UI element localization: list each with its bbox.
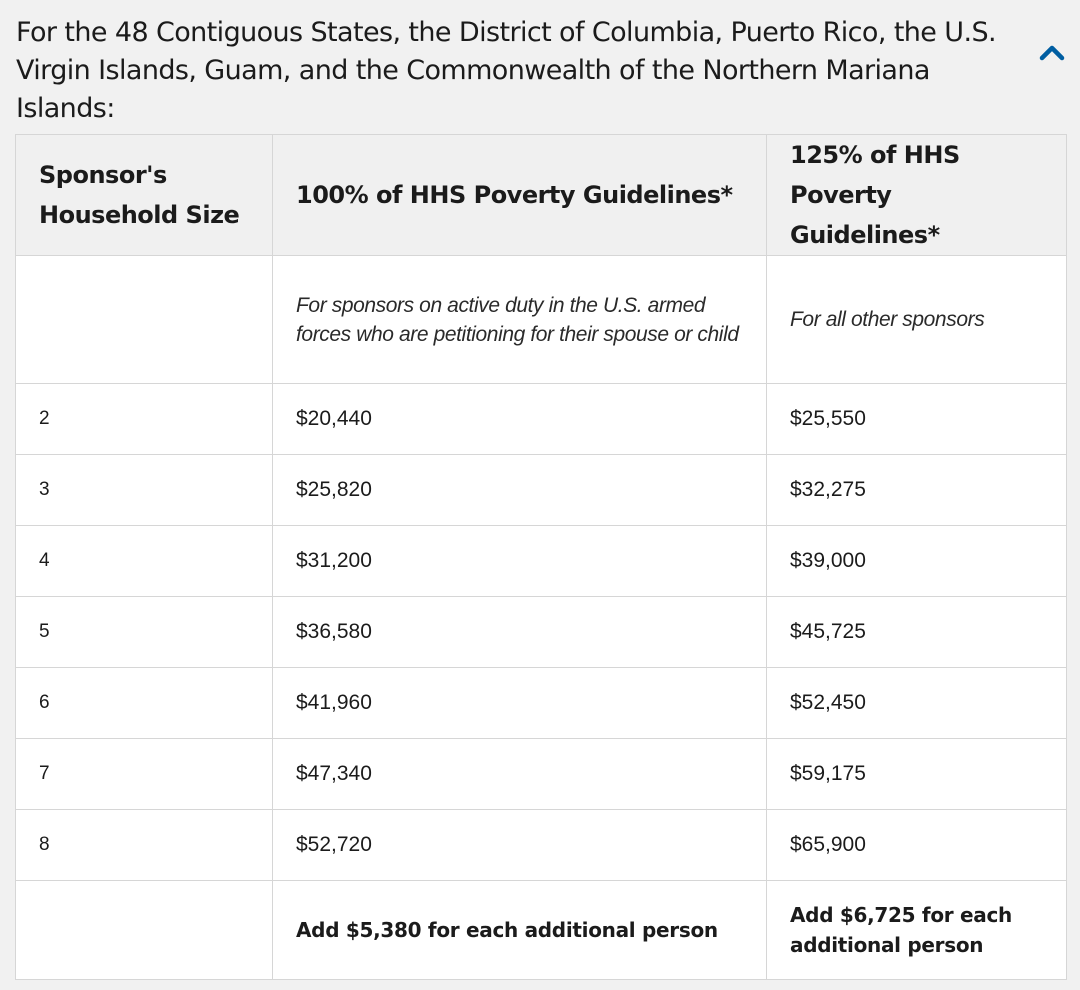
guideline-125-cell: $25,550 (766, 383, 1067, 455)
table-row: 6 $41,960 $52,450 (15, 667, 1067, 739)
poverty-guidelines-table: Sponsor's Household Size 100% of HHS Pov… (15, 134, 1067, 980)
household-size-cell: 5 (15, 596, 273, 668)
guideline-100-cell: $36,580 (272, 596, 767, 668)
subheader-cell: For all other sponsors (766, 255, 1067, 384)
footer-cell (15, 880, 273, 980)
household-size-cell: 2 (15, 383, 273, 455)
table-row: 2 $20,440 $25,550 (15, 383, 1067, 455)
accordion-heading[interactable]: For the 48 Contiguous States, the Distri… (16, 17, 997, 124)
guideline-125-cell: $52,450 (766, 667, 1067, 739)
guideline-100-cell: $47,340 (272, 738, 767, 810)
header-household-size: Sponsor's Household Size (15, 134, 273, 256)
subheader-cell (15, 255, 273, 384)
header-125-percent: 125% of HHS Poverty Guidelines* (766, 134, 1067, 256)
subheader-cell: For sponsors on active duty in the U.S. … (272, 255, 767, 384)
guideline-125-cell: $39,000 (766, 525, 1067, 597)
household-size-cell: 4 (15, 525, 273, 597)
guideline-100-cell: $20,440 (272, 383, 767, 455)
household-size-cell: 3 (15, 454, 273, 526)
chevron-up-icon (1039, 45, 1065, 61)
table-row: 8 $52,720 $65,900 (15, 809, 1067, 881)
table-row: 4 $31,200 $39,000 (15, 525, 1067, 597)
guideline-100-cell: $52,720 (272, 809, 767, 881)
footer-cell-additional-125: Add $6,725 for each additional person (766, 880, 1067, 980)
table-subheader-row: For sponsors on active duty in the U.S. … (15, 255, 1067, 384)
household-size-cell: 7 (15, 738, 273, 810)
guideline-100-cell: $25,820 (272, 454, 767, 526)
table-row: 5 $36,580 $45,725 (15, 596, 1067, 668)
household-size-cell: 6 (15, 667, 273, 739)
guideline-100-cell: $41,960 (272, 667, 767, 739)
guideline-125-cell: $45,725 (766, 596, 1067, 668)
table-row: 3 $25,820 $32,275 (15, 454, 1067, 526)
household-size-cell: 8 (15, 809, 273, 881)
accordion-toggle-button[interactable] (1034, 36, 1070, 68)
table-footer-row: Add $5,380 for each additional person Ad… (15, 880, 1067, 980)
header-100-percent: 100% of HHS Poverty Guidelines* (272, 134, 767, 256)
footer-cell-additional-100: Add $5,380 for each additional person (272, 880, 767, 980)
table-row: 7 $47,340 $59,175 (15, 738, 1067, 810)
table-header-row: Sponsor's Household Size 100% of HHS Pov… (15, 134, 1067, 256)
guideline-125-cell: $65,900 (766, 809, 1067, 881)
guideline-100-cell: $31,200 (272, 525, 767, 597)
guideline-125-cell: $32,275 (766, 454, 1067, 526)
guideline-125-cell: $59,175 (766, 738, 1067, 810)
